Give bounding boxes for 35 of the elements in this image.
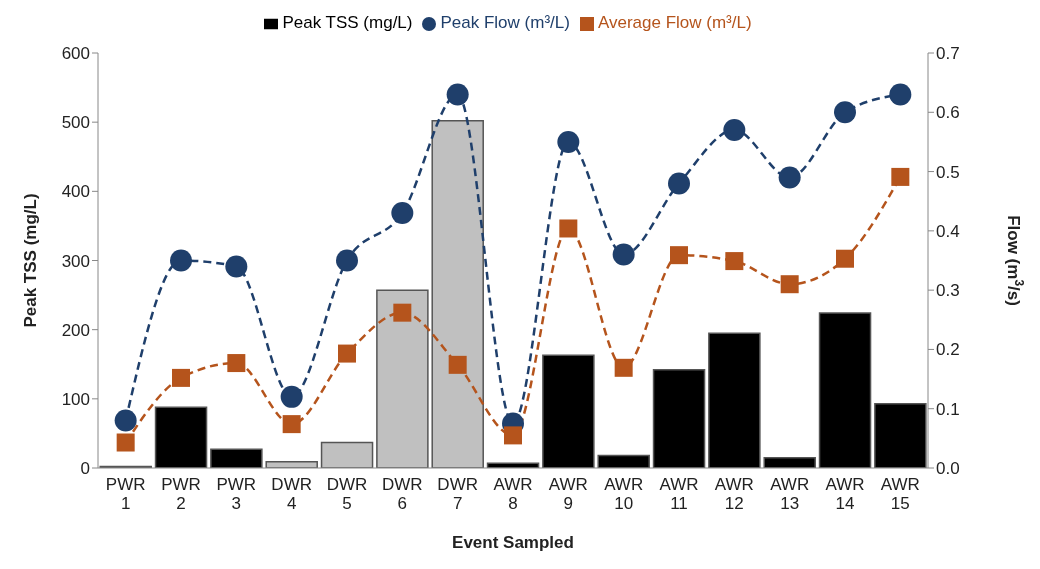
y2-tick-label: 0.6 [936, 103, 960, 123]
x-tick-label: PWR 3 [216, 475, 257, 513]
y2-tick-label: 0.3 [936, 281, 960, 301]
x-tick-label: PWR 2 [161, 475, 201, 513]
legend-label: Average Flow (m³/L) [597, 13, 752, 32]
y2-tick-label: 0.0 [936, 459, 960, 479]
x-tick-label: AWR 10 [604, 475, 644, 513]
y-tick-label: 600 [61, 44, 90, 64]
x-tick-label: AWR 12 [714, 475, 754, 513]
x-axis-title: Event Sampled [452, 533, 574, 552]
x-tick-label: AWR 14 [825, 475, 865, 513]
y-axis-title: Peak TSS (mg/L) [21, 193, 41, 328]
y-tick-label: 300 [61, 251, 90, 271]
legend-label: Peak Flow (m³/L) [440, 13, 570, 32]
y2-tick-label: 0.1 [936, 399, 960, 419]
y-tick-label: 500 [61, 113, 90, 133]
x-tick-label: DWR 7 [437, 475, 478, 513]
legend-label: Peak TSS (mg/L) [282, 13, 413, 32]
x-tick-label: AWR 11 [659, 475, 699, 513]
x-tick-label: PWR 1 [105, 475, 146, 513]
y2-tick-label: 0.4 [936, 221, 960, 241]
x-tick-label: AWR 13 [770, 475, 810, 513]
y-tick-label: 400 [61, 182, 90, 202]
x-tick-label: AWR 8 [493, 475, 533, 513]
x-tick-label: DWR 4 [271, 475, 312, 513]
y-tick-label: 0 [80, 459, 90, 479]
y-tick-label: 100 [61, 389, 90, 409]
x-tick-label: DWR 5 [326, 475, 368, 513]
x-tick-label: DWR 6 [382, 475, 423, 513]
y2-tick-label: 0.2 [936, 340, 960, 360]
y2-tick-label: 0.5 [936, 162, 960, 182]
y-tick-label: 200 [61, 320, 90, 340]
x-tick-label: AWR 15 [880, 475, 920, 513]
x-tick-label: AWR 9 [548, 475, 588, 513]
y2-tick-label: 0.7 [936, 44, 960, 64]
